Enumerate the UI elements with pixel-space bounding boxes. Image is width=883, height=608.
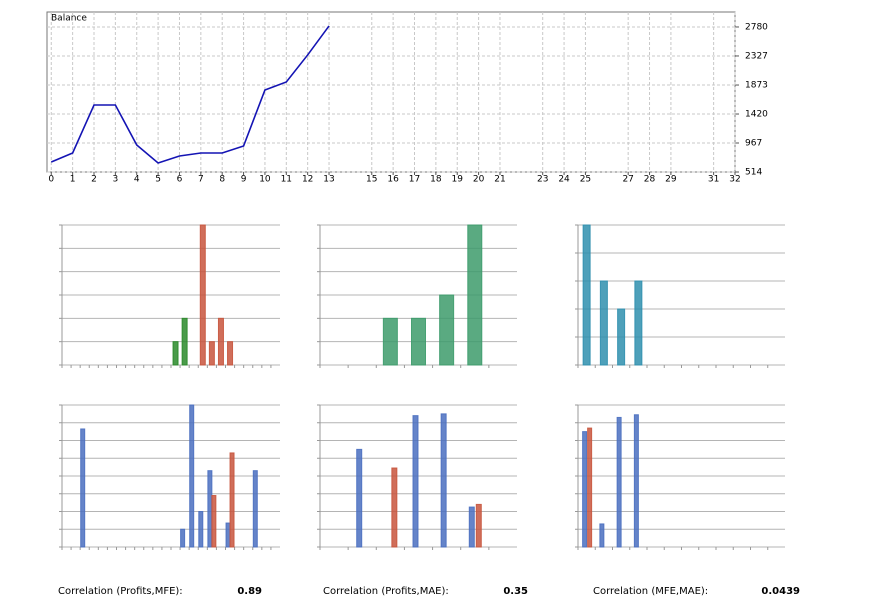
x-tick-label: 31 — [708, 175, 719, 185]
bar — [633, 414, 639, 548]
bar — [189, 404, 195, 548]
x-tick-label: 5 — [155, 175, 161, 185]
bar — [356, 448, 363, 548]
x-tick-label: 25 — [580, 175, 591, 185]
bar — [217, 317, 224, 366]
bar — [198, 511, 204, 548]
bar — [599, 280, 608, 366]
bar — [587, 427, 593, 548]
x-tick-label: 12 — [302, 175, 313, 185]
x-tick-label: 24 — [558, 175, 570, 185]
bar — [225, 522, 231, 548]
bar — [617, 308, 626, 366]
correlation-value: 0.0439 — [761, 586, 800, 597]
balance-line — [50, 25, 330, 164]
bar — [207, 470, 213, 548]
x-tick-label: 1 — [70, 175, 76, 185]
bar — [582, 224, 591, 366]
x-tick-label: 28 — [644, 175, 656, 185]
x-tick-label: 6 — [177, 175, 183, 185]
bar — [180, 528, 186, 548]
bar — [599, 523, 605, 548]
x-tick-label: 16 — [387, 175, 399, 185]
correlation-label: Correlation (Profits,MFE): — [58, 586, 183, 597]
balance-frame — [46, 11, 736, 173]
x-tick-label: 11 — [281, 175, 292, 185]
bar — [467, 224, 483, 366]
y-tick-label: 2327 — [745, 51, 768, 61]
bar — [616, 416, 622, 548]
x-tick-label: 8 — [219, 175, 225, 185]
x-tick-label: 27 — [622, 175, 633, 185]
bar — [440, 413, 447, 548]
bar — [252, 470, 258, 548]
bar — [199, 224, 206, 366]
x-tick-label: 7 — [198, 175, 204, 185]
bar — [181, 317, 188, 366]
bar — [412, 415, 419, 548]
x-tick-label: 23 — [537, 175, 548, 185]
x-tick-label: 19 — [452, 175, 464, 185]
y-tick-label: 2780 — [745, 22, 768, 32]
x-tick-label: 0 — [48, 175, 54, 185]
x-tick-label: 2 — [91, 175, 97, 185]
y-tick-label: 514 — [745, 168, 762, 178]
chart-title: Balance — [51, 14, 87, 24]
bar — [211, 495, 217, 548]
x-tick-label: 21 — [494, 175, 505, 185]
y-tick-label: 967 — [745, 139, 762, 149]
bar — [582, 431, 588, 548]
correlation-value: 0.35 — [503, 586, 528, 597]
bar — [208, 341, 215, 366]
bar — [411, 317, 426, 366]
x-tick-label: 4 — [134, 175, 140, 185]
bar — [468, 506, 475, 548]
correlation-label: Correlation (MFE,MAE): — [593, 586, 708, 597]
x-tick-label: 9 — [241, 175, 247, 185]
x-tick-label: 17 — [409, 175, 420, 185]
x-tick-label: 20 — [473, 175, 485, 185]
x-tick-label: 29 — [665, 175, 677, 185]
x-tick-label: 3 — [113, 175, 119, 185]
y-tick-label: 1420 — [745, 110, 768, 120]
x-tick-label: 32 — [729, 175, 740, 185]
bar — [227, 341, 234, 366]
x-tick-label: 18 — [430, 175, 442, 185]
y-tick-label: 1873 — [745, 81, 768, 91]
bar — [229, 452, 235, 548]
x-tick-label: 15 — [366, 175, 377, 185]
bar — [391, 467, 398, 548]
bar — [172, 341, 179, 366]
x-tick-label: 13 — [323, 175, 334, 185]
bar — [475, 503, 482, 548]
bar — [80, 428, 86, 548]
x-tick-label: 10 — [259, 175, 271, 185]
bar — [634, 280, 643, 366]
correlation-label: Correlation (Profits,MAE): — [323, 586, 449, 597]
correlation-value: 0.89 — [237, 586, 262, 597]
bar — [439, 294, 455, 366]
bar — [382, 317, 398, 366]
